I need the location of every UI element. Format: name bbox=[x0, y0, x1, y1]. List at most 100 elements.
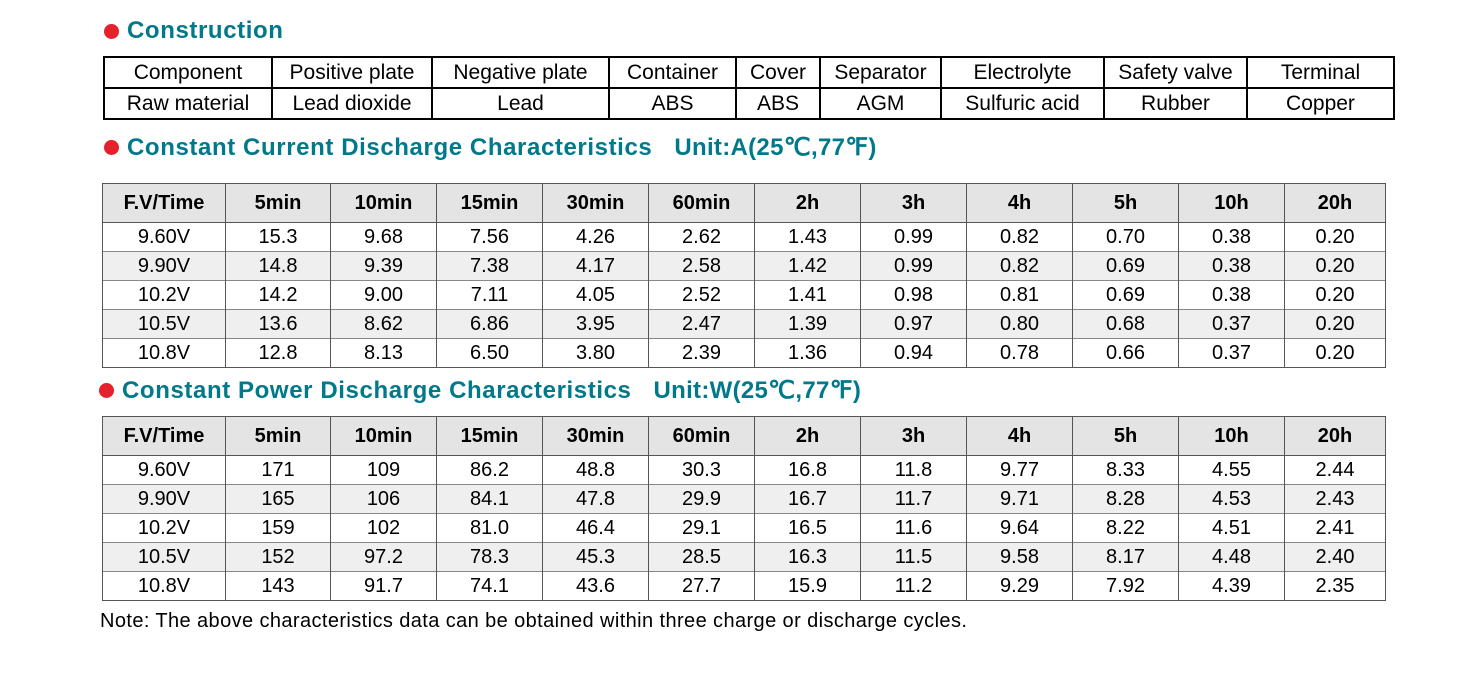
table-row: 9.60V 15.3 9.68 7.56 4.26 2.62 1.43 0.99 0.82 0.7… bbox=[102, 222, 1386, 252]
value-cell: 2.39 bbox=[648, 338, 755, 368]
value-cell: 16.3 bbox=[754, 542, 861, 572]
column-header: F.V/Time bbox=[102, 183, 226, 223]
value-cell: 0.20 bbox=[1284, 280, 1386, 310]
value-cell: 4.17 bbox=[542, 251, 649, 281]
table-row: 10.8V 12.8 8.13 6.50 3.80 2.39 1.36 0.94 0.78 0.6… bbox=[102, 338, 1386, 368]
value-cell: 0.94 bbox=[860, 338, 967, 368]
value-cell: 8.13 bbox=[330, 338, 437, 368]
table-row: 9.60V 171 109 86.2 48.8 30.3 16.8 11.8 9.77 8.33 4… bbox=[102, 455, 1386, 485]
value-cell: 8.28 bbox=[1072, 484, 1179, 514]
value-cell: 14.2 bbox=[225, 280, 331, 310]
value-cell: 86.2 bbox=[436, 455, 543, 485]
final-voltage-cell: 9.90V bbox=[102, 484, 226, 514]
column-header: 60min bbox=[648, 416, 755, 456]
value-cell: 0.70 bbox=[1072, 222, 1179, 252]
table-row: 10.5V 152 97.2 78.3 45.3 28.5 16.3 11.5 9.58 8.17… bbox=[102, 542, 1386, 572]
value-cell: 0.38 bbox=[1178, 222, 1285, 252]
value-cell: 2.44 bbox=[1284, 455, 1386, 485]
value-cell: 9.68 bbox=[330, 222, 437, 252]
bullet-icon bbox=[99, 383, 114, 398]
final-voltage-cell: 9.90V bbox=[102, 251, 226, 281]
bullet-icon bbox=[104, 23, 119, 39]
column-header: 5h bbox=[1072, 183, 1179, 223]
column-header: 15min bbox=[436, 416, 543, 456]
table-row: 10.2V 14.2 9.00 7.11 4.05 2.52 1.41 0.98 0.81 0.6… bbox=[102, 280, 1386, 310]
value-cell: 9.77 bbox=[966, 455, 1073, 485]
value-cell: 4.51 bbox=[1178, 513, 1285, 543]
construction-cell: Component bbox=[103, 56, 273, 89]
column-header: F.V/Time bbox=[102, 416, 226, 456]
value-cell: 9.29 bbox=[966, 571, 1073, 601]
value-cell: 47.8 bbox=[542, 484, 649, 514]
table-header-row: F.V/Time 5min 10min 15min 30min 60min 2h 3h 4h 5h… bbox=[102, 183, 1386, 223]
final-voltage-cell: 9.60V bbox=[102, 222, 226, 252]
value-cell: 91.7 bbox=[330, 571, 437, 601]
construction-row-material: Raw material Lead dioxide Lead ABS ABS A… bbox=[103, 87, 1395, 120]
column-header: 10min bbox=[330, 183, 437, 223]
value-cell: 159 bbox=[225, 513, 331, 543]
value-cell: 165 bbox=[225, 484, 331, 514]
value-cell: 109 bbox=[330, 455, 437, 485]
construction-cell: AGM bbox=[819, 87, 942, 120]
value-cell: 0.99 bbox=[860, 251, 967, 281]
table-row: 9.90V 14.8 9.39 7.38 4.17 2.58 1.42 0.99 0.82 0.6… bbox=[102, 251, 1386, 281]
value-cell: 9.71 bbox=[966, 484, 1073, 514]
value-cell: 97.2 bbox=[330, 542, 437, 572]
table-row: 10.2V 159 102 81.0 46.4 29.1 16.5 11.6 9.64 8.22 4… bbox=[102, 513, 1386, 543]
column-header: 4h bbox=[966, 183, 1073, 223]
value-cell: 0.82 bbox=[966, 251, 1073, 281]
value-cell: 0.69 bbox=[1072, 280, 1179, 310]
column-header: 3h bbox=[860, 416, 967, 456]
column-header: 10h bbox=[1178, 183, 1285, 223]
value-cell: 8.17 bbox=[1072, 542, 1179, 572]
value-cell: 0.68 bbox=[1072, 309, 1179, 339]
value-cell: 84.1 bbox=[436, 484, 543, 514]
column-header: 5min bbox=[225, 183, 331, 223]
value-cell: 11.5 bbox=[860, 542, 967, 572]
current-heading: Constant Current Discharge Characteristi… bbox=[104, 133, 877, 162]
value-cell: 106 bbox=[330, 484, 437, 514]
value-cell: 2.41 bbox=[1284, 513, 1386, 543]
value-cell: 0.80 bbox=[966, 309, 1073, 339]
value-cell: 102 bbox=[330, 513, 437, 543]
construction-table: Component Positive plate Negative plate … bbox=[103, 56, 1395, 120]
value-cell: 9.39 bbox=[330, 251, 437, 281]
final-voltage-cell: 10.5V bbox=[102, 542, 226, 572]
value-cell: 4.05 bbox=[542, 280, 649, 310]
value-cell: 3.95 bbox=[542, 309, 649, 339]
value-cell: 7.11 bbox=[436, 280, 543, 310]
final-voltage-cell: 9.60V bbox=[102, 455, 226, 485]
value-cell: 14.8 bbox=[225, 251, 331, 281]
value-cell: 16.5 bbox=[754, 513, 861, 543]
construction-cell: Lead bbox=[431, 87, 610, 120]
column-header: 30min bbox=[542, 183, 649, 223]
value-cell: 7.92 bbox=[1072, 571, 1179, 601]
value-cell: 7.38 bbox=[436, 251, 543, 281]
power-heading: Constant Power Discharge Characteristics… bbox=[99, 376, 861, 405]
current-unit: Unit:A(25℃,77℉) bbox=[674, 134, 877, 161]
value-cell: 9.00 bbox=[330, 280, 437, 310]
value-cell: 0.38 bbox=[1178, 251, 1285, 281]
value-cell: 4.39 bbox=[1178, 571, 1285, 601]
value-cell: 143 bbox=[225, 571, 331, 601]
table-row: 9.90V 165 106 84.1 47.8 29.9 16.7 11.7 9.71 8.28 4… bbox=[102, 484, 1386, 514]
value-cell: 11.8 bbox=[860, 455, 967, 485]
construction-title: Construction bbox=[127, 17, 284, 44]
column-header: 5h bbox=[1072, 416, 1179, 456]
value-cell: 1.41 bbox=[754, 280, 861, 310]
construction-cell: Electrolyte bbox=[940, 56, 1105, 89]
value-cell: 0.20 bbox=[1284, 309, 1386, 339]
value-cell: 45.3 bbox=[542, 542, 649, 572]
value-cell: 3.80 bbox=[542, 338, 649, 368]
value-cell: 28.5 bbox=[648, 542, 755, 572]
value-cell: 74.1 bbox=[436, 571, 543, 601]
column-header: 2h bbox=[754, 183, 861, 223]
table-row: 10.8V 143 91.7 74.1 43.6 27.7 15.9 11.2 9.29 7.92… bbox=[102, 571, 1386, 601]
final-voltage-cell: 10.2V bbox=[102, 513, 226, 543]
value-cell: 0.37 bbox=[1178, 309, 1285, 339]
bullet-icon bbox=[104, 140, 119, 155]
value-cell: 78.3 bbox=[436, 542, 543, 572]
value-cell: 1.39 bbox=[754, 309, 861, 339]
table-header-row: F.V/Time 5min 10min 15min 30min 60min 2h 3h 4h 5h… bbox=[102, 416, 1386, 456]
value-cell: 4.48 bbox=[1178, 542, 1285, 572]
